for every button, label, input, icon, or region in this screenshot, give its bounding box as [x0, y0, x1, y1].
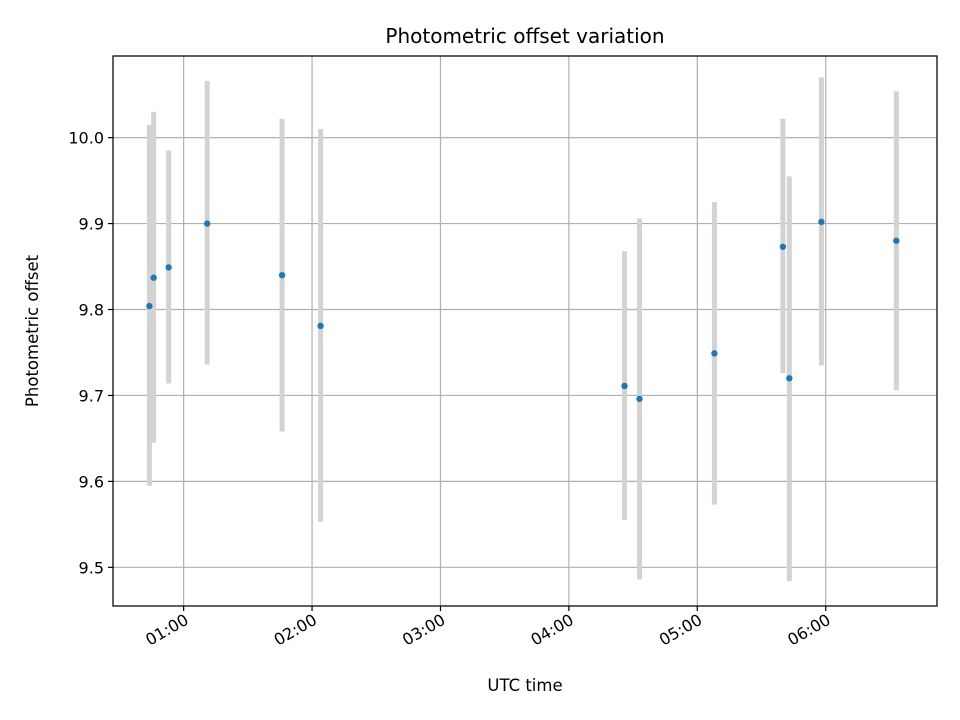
- data-points: [146, 218, 900, 403]
- data-point: [278, 271, 286, 279]
- data-point: [893, 237, 900, 244]
- data-point: [636, 395, 643, 403]
- data-point: [165, 264, 172, 271]
- plot-area-frame: [112, 55, 938, 607]
- y-axis-ticks: 9.5 9.6 9.7 9.8 9.9 10.0: [68, 129, 113, 577]
- y-tick-label: 10.0: [68, 129, 104, 148]
- data-point: [317, 322, 324, 330]
- y-tick-label: 9.8: [79, 301, 104, 320]
- y-axis-title: Photometric offset: [23, 254, 42, 407]
- data-point: [203, 220, 211, 227]
- grid: [113, 56, 937, 606]
- data-point: [818, 218, 825, 226]
- chart-title: Photometric offset variation: [385, 24, 664, 48]
- data-point: [621, 382, 628, 390]
- x-axis-title: UTC time: [487, 676, 562, 695]
- data-point: [786, 375, 793, 382]
- data-point: [150, 274, 157, 281]
- y-tick-label: 9.5: [79, 558, 104, 577]
- data-point: [146, 302, 153, 310]
- y-tick-label: 9.9: [79, 215, 104, 234]
- y-tick-label: 9.6: [79, 472, 104, 491]
- data-point: [779, 243, 787, 250]
- y-tick-label: 9.7: [79, 386, 104, 405]
- data-point: [711, 350, 718, 357]
